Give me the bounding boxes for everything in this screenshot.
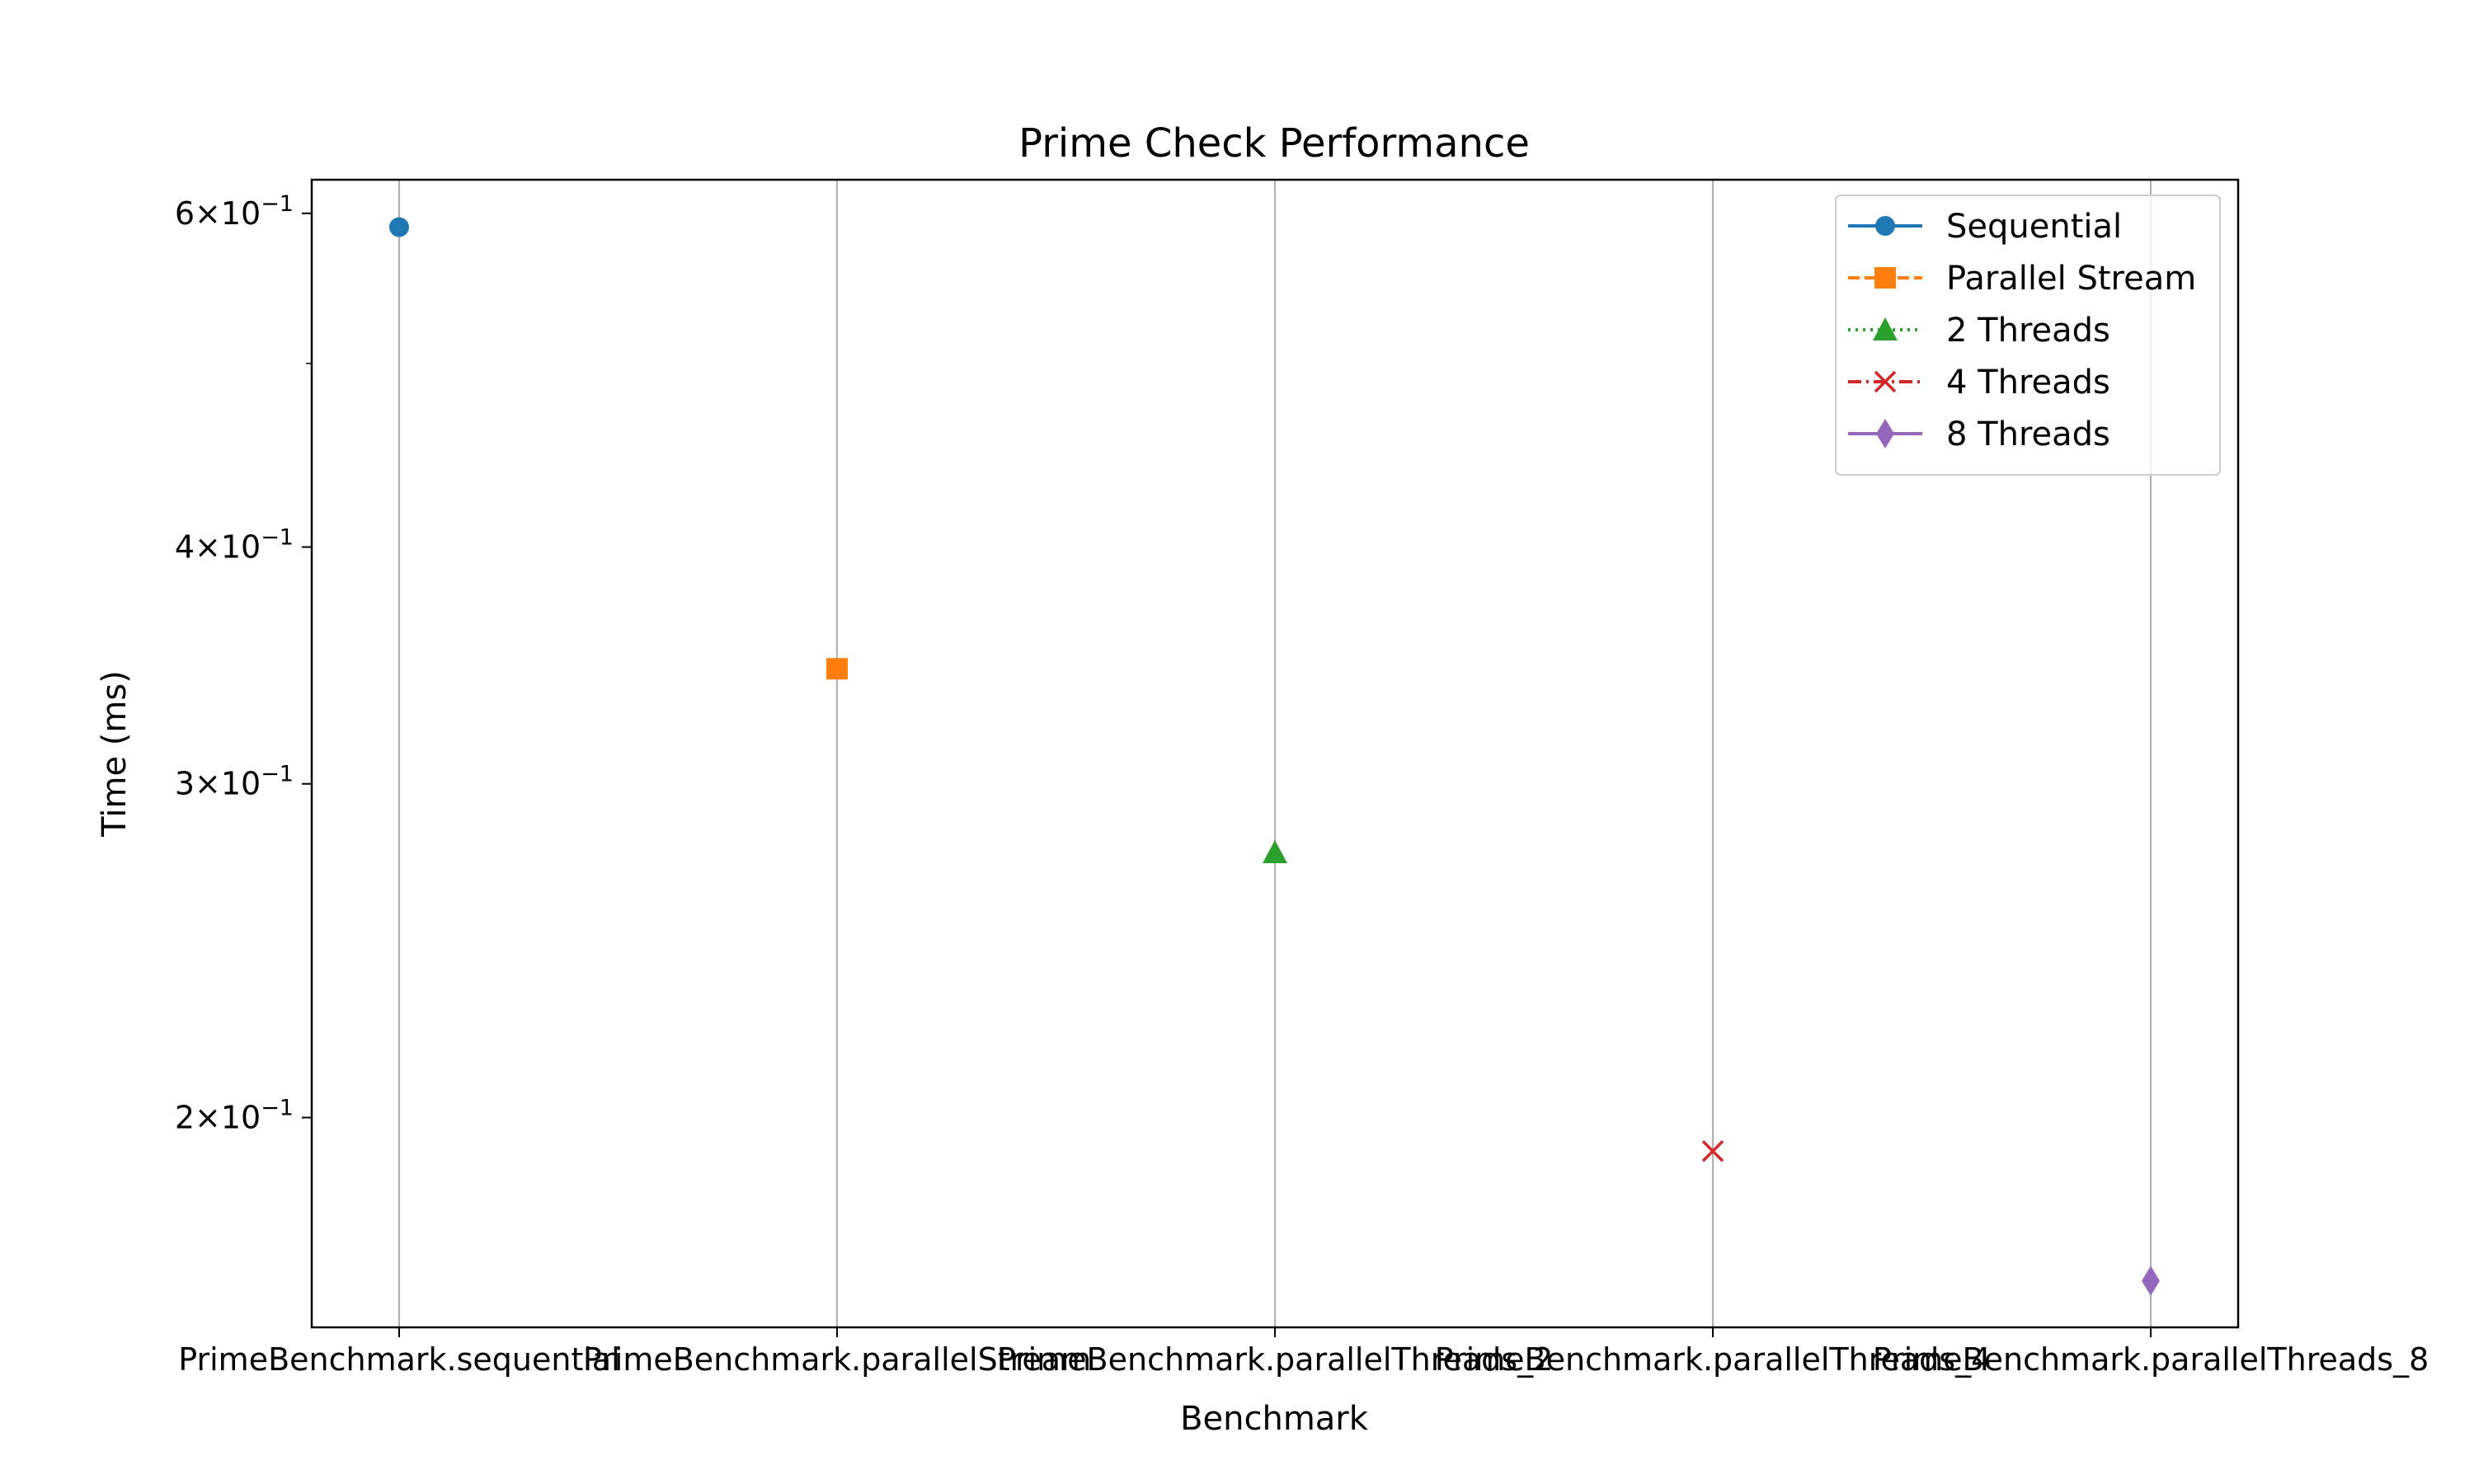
data-point-8-threads xyxy=(2142,1266,2160,1296)
ticks-layer: PrimeBenchmark.sequentialPrimeBenchmark.… xyxy=(175,191,2429,1378)
y-axis-label: Time (ms) xyxy=(96,670,134,838)
legend-marker xyxy=(1873,317,1898,340)
data-point-4-threads xyxy=(1701,1140,1724,1162)
data-point-2-threads xyxy=(1263,839,1287,863)
legend-label: 4 Threads xyxy=(1946,364,2110,402)
legend-marker xyxy=(1876,419,1894,448)
legend-frame xyxy=(1835,195,2221,476)
x-tick-label: PrimeBenchmark.parallelThreads_4 xyxy=(1435,1341,1992,1378)
legend-marker xyxy=(1875,216,1895,236)
legend-marker xyxy=(1874,370,1897,393)
x-tick-label: PrimeBenchmark.parallelThreads_8 xyxy=(1873,1341,2429,1378)
legend: Sequential Parallel Stream 2 Threads 4 Thre… xyxy=(1835,195,2221,476)
y-tick-label: 3×10−1 xyxy=(175,762,294,802)
data-point-sequential xyxy=(389,217,409,237)
legend-label: 2 Threads xyxy=(1946,312,2110,350)
x-tick-label: PrimeBenchmark.parallelThreads_2 xyxy=(997,1341,1554,1378)
legend-label: Sequential xyxy=(1946,208,2122,246)
legend-marker xyxy=(1874,267,1896,289)
chart-title: Prime Check Performance xyxy=(1018,120,1530,167)
y-tick-label: 4×10−1 xyxy=(175,525,294,566)
x-tick-label: PrimeBenchmark.parallelStream xyxy=(583,1341,1091,1378)
data-point-parallel-stream xyxy=(826,658,848,680)
y-tick-label: 2×10−1 xyxy=(175,1096,294,1136)
x-tick-label: PrimeBenchmark.sequential xyxy=(178,1341,620,1378)
y-tick-label: 6×10−1 xyxy=(175,191,294,232)
points-layer xyxy=(389,217,2160,1296)
x-axis-label: Benchmark xyxy=(1180,1400,1369,1438)
legend-label: 8 Threads xyxy=(1946,416,2110,453)
legend-label: Parallel Stream xyxy=(1946,260,2196,298)
